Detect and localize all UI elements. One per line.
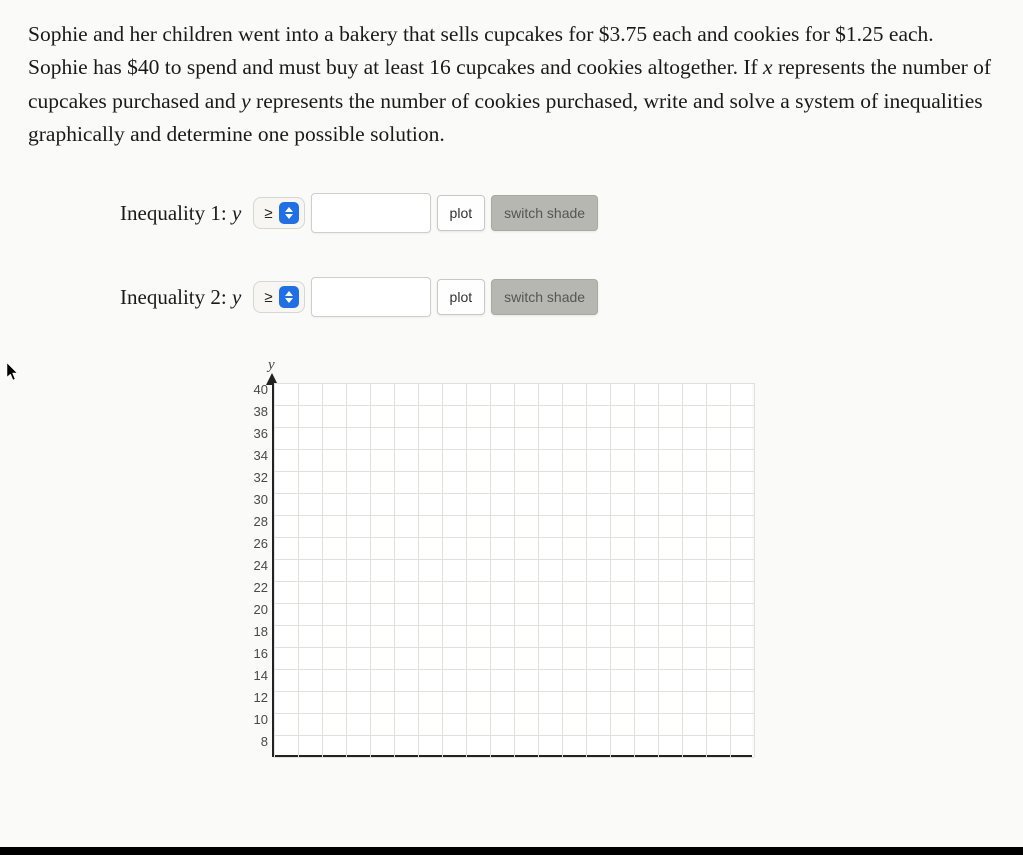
- cursor-icon: [6, 362, 20, 382]
- chart-area: y40 38 36 34 32 30 28 26 24 22 20 18 16 14 12 10 8: [236, 355, 995, 795]
- stepper-icon: [279, 202, 299, 224]
- inequality-row-1: Inequality 1: y ≥ plot switch shade: [120, 193, 995, 233]
- operator-selector-1[interactable]: ≥: [253, 197, 304, 229]
- inequality-row-2: Inequality 2: y ≥ plot switch shade: [120, 277, 995, 317]
- y-tick: 10: [242, 712, 268, 727]
- y-tick: 18: [242, 624, 268, 639]
- bottom-bar: [0, 847, 1023, 855]
- plot-grid[interactable]: [272, 383, 752, 757]
- operator-symbol-1: ≥: [264, 205, 272, 222]
- y-tick: 26: [242, 536, 268, 551]
- y-tick: 8: [242, 734, 268, 749]
- plot-button-1[interactable]: plot: [437, 195, 486, 231]
- problem-statement: Sophie and her children went into a bake…: [28, 18, 995, 151]
- y-tick: 24: [242, 558, 268, 573]
- y-tick: 22: [242, 580, 268, 595]
- y-tick: 32: [242, 470, 268, 485]
- expression-input-1[interactable]: [311, 193, 431, 233]
- y-tick: 12: [242, 690, 268, 705]
- y-axis-label: y: [268, 357, 275, 374]
- operator-symbol-2: ≥: [264, 289, 272, 306]
- y-tick: 40: [242, 382, 268, 397]
- inequality-1-label: Inequality 1: y: [120, 201, 241, 226]
- y-tick: 28: [242, 514, 268, 529]
- switch-shade-button-1[interactable]: switch shade: [491, 195, 598, 231]
- y-tick: 34: [242, 448, 268, 463]
- y-tick: 30: [242, 492, 268, 507]
- y-tick: 20: [242, 602, 268, 617]
- problem-var-y: y: [241, 89, 251, 113]
- y-tick: 14: [242, 668, 268, 683]
- inequality-2-label: Inequality 2: y: [120, 285, 241, 310]
- problem-var-x: x: [763, 55, 773, 79]
- inequality-controls: Inequality 1: y ≥ plot switch shade Ineq…: [120, 193, 995, 795]
- y-tick: 38: [242, 404, 268, 419]
- expression-input-2[interactable]: [311, 277, 431, 317]
- switch-shade-button-2[interactable]: switch shade: [491, 279, 598, 315]
- y-tick: 36: [242, 426, 268, 441]
- plot-button-2[interactable]: plot: [437, 279, 486, 315]
- stepper-icon: [279, 286, 299, 308]
- operator-selector-2[interactable]: ≥: [253, 281, 304, 313]
- y-tick: 16: [242, 646, 268, 661]
